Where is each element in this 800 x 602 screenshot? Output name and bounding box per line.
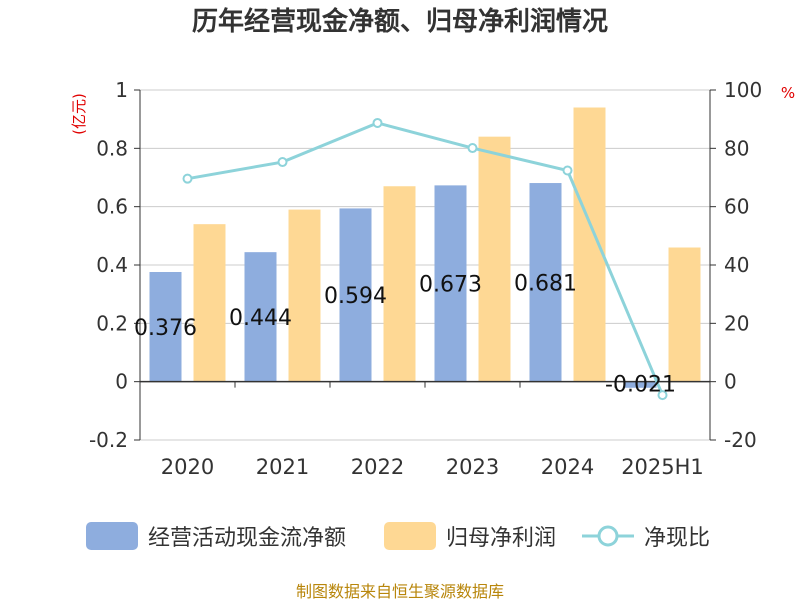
y-right-tick-label: 80 — [724, 136, 749, 160]
x-tick-label: 2021 — [256, 455, 309, 479]
x-tick-label: 2020 — [161, 455, 214, 479]
x-tick-label: 2025H1 — [621, 455, 704, 479]
y-right-tick-label: 40 — [724, 253, 749, 277]
y-right-tick-label: 20 — [724, 311, 749, 335]
bar-net-profit — [193, 224, 226, 382]
bar-cash-flow — [244, 252, 277, 382]
point-ratio — [372, 117, 383, 128]
y-left-tick-label: 0.2 — [96, 311, 128, 335]
bar-cash-flow — [149, 272, 182, 382]
data-label-cash-flow: 0.673 — [419, 273, 482, 298]
legend-label-net-profit: 归母净利润 — [446, 526, 557, 551]
x-tick-label: 2023 — [446, 455, 499, 479]
point-ratio — [657, 390, 668, 401]
bar-net-profit — [573, 107, 606, 382]
x-tick-label: 2022 — [351, 455, 404, 479]
y-right-tick-label: -20 — [724, 428, 757, 452]
bar-net-profit — [668, 247, 701, 382]
y-right-tick-label: 0 — [724, 370, 737, 394]
x-tick-label: 2024 — [541, 455, 594, 479]
bar-cash-flow — [339, 208, 372, 382]
line-ratio — [187, 121, 664, 396]
bar-cash-flow — [434, 185, 467, 382]
bar-net-profit — [288, 209, 321, 382]
legend-line-marker-icon — [582, 525, 634, 547]
legend-item-ratio[interactable]: 净现比 — [582, 516, 710, 556]
legend-label-ratio: 净现比 — [644, 526, 711, 551]
bar-net-profit — [383, 186, 416, 382]
y-left-tick-label: 0 — [115, 370, 128, 394]
point-ratio — [277, 157, 288, 168]
y-left-axis-label: (亿元) — [70, 93, 88, 135]
chart-title: 历年经营现金净额、归母净利润情况 — [191, 7, 608, 37]
y-left-tick-label: 0.6 — [96, 195, 128, 219]
data-label-cash-flow: 0.681 — [514, 271, 577, 296]
point-ratio — [467, 143, 478, 154]
data-label-cash-flow: 0.376 — [134, 316, 197, 341]
data-label-cash-flow: -0.021 — [605, 373, 676, 398]
y-left-tick-label: 1 — [115, 78, 128, 102]
legend-item-net-profit[interactable]: 归母净利润 — [384, 516, 556, 556]
bar-cash-flow — [624, 381, 657, 388]
bar-net-profit — [478, 136, 511, 382]
data-label-cash-flow: 0.594 — [324, 284, 387, 309]
legend-swatch-net-profit — [384, 522, 436, 550]
legend-swatch-cash-flow — [86, 522, 138, 550]
y-right-axis-label: % — [781, 84, 795, 102]
bar-cash-flow — [529, 183, 562, 382]
y-left-tick-label: -0.2 — [89, 428, 128, 452]
data-label-cash-flow: 0.444 — [229, 306, 292, 331]
point-ratio — [562, 165, 573, 176]
legend-label-cash-flow: 经营活动现金流净额 — [148, 526, 347, 551]
legend-item-cash-flow[interactable]: 经营活动现金流净额 — [86, 516, 346, 556]
source-note: 制图数据来自恒生聚源数据库 — [295, 582, 504, 601]
y-right-tick-label: 100 — [724, 78, 762, 102]
chart-legend: 经营活动现金流净额 归母净利润 净现比 — [0, 516, 800, 556]
y-left-tick-label: 0.8 — [96, 136, 128, 160]
y-left-tick-label: 0.4 — [96, 253, 128, 277]
y-right-tick-label: 60 — [724, 195, 749, 219]
point-ratio — [182, 173, 193, 184]
